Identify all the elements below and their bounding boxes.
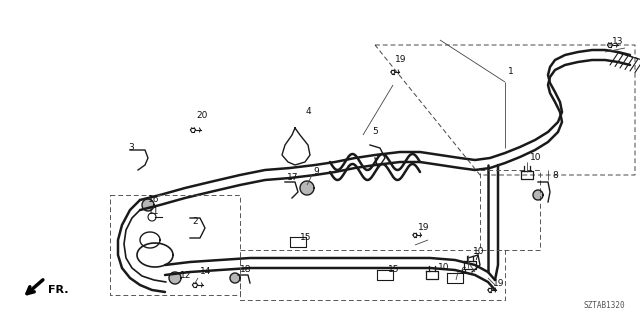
Polygon shape <box>169 272 181 284</box>
Text: 19: 19 <box>418 223 429 233</box>
Text: SZTAB1320: SZTAB1320 <box>584 301 625 310</box>
Text: 15: 15 <box>300 234 312 243</box>
Text: 14: 14 <box>200 268 211 276</box>
Polygon shape <box>230 273 240 283</box>
Text: 10: 10 <box>473 247 484 257</box>
Text: 16: 16 <box>148 196 159 204</box>
Text: 12: 12 <box>180 270 191 279</box>
Text: 9: 9 <box>313 167 319 177</box>
Polygon shape <box>300 181 314 195</box>
Text: 10: 10 <box>530 154 541 163</box>
Polygon shape <box>533 190 543 200</box>
Text: 1: 1 <box>508 68 514 76</box>
Text: 7: 7 <box>473 253 479 262</box>
Text: 4: 4 <box>306 108 312 116</box>
Text: 5: 5 <box>372 127 378 137</box>
Text: 6: 6 <box>460 268 466 276</box>
Text: 11: 11 <box>148 207 159 217</box>
Text: 8: 8 <box>552 171 557 180</box>
Text: 17: 17 <box>287 173 298 182</box>
Text: 13: 13 <box>612 37 623 46</box>
Text: FR.: FR. <box>48 285 68 295</box>
Text: 18: 18 <box>240 266 252 275</box>
Text: 15: 15 <box>388 266 399 275</box>
Text: 19: 19 <box>395 55 406 65</box>
Text: 19: 19 <box>493 278 504 287</box>
Text: 3: 3 <box>128 143 134 153</box>
Polygon shape <box>142 199 154 211</box>
Text: 20: 20 <box>196 110 207 119</box>
Text: 2: 2 <box>192 218 198 227</box>
Text: 10: 10 <box>438 263 449 273</box>
